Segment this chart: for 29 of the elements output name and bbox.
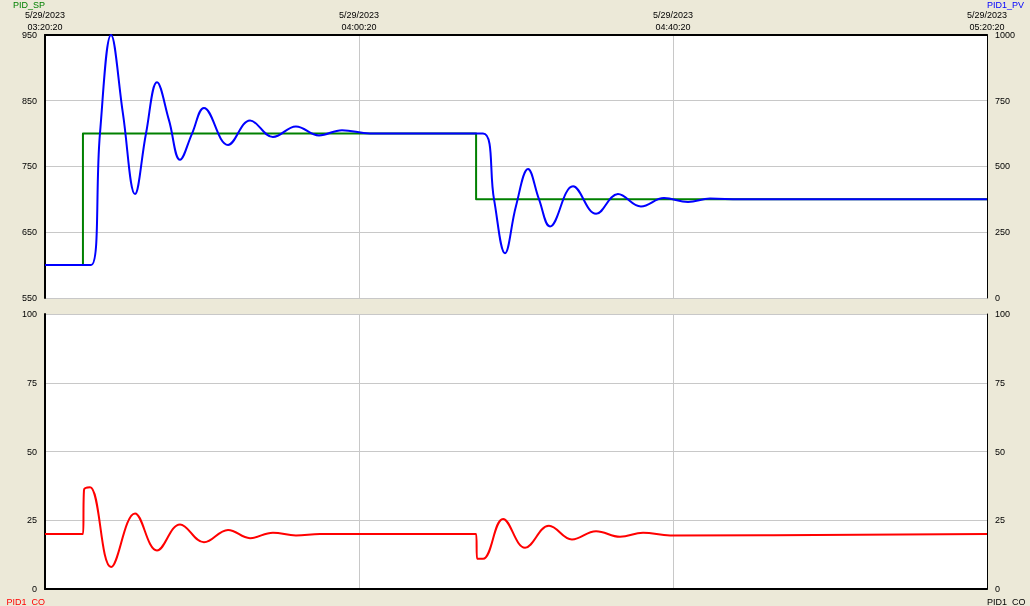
y-tick-label: 950: [21, 29, 37, 40]
line-series: [44, 486, 988, 568]
y-axis-title: PID1_CO: [6, 596, 45, 606]
y-tick-label: 650: [21, 227, 37, 238]
y-tick-label: 0: [31, 584, 37, 594]
x-tick-label: 5/29/2023 05:20:20: [966, 9, 1008, 32]
y2-axis-title: PID1_PV: [987, 0, 1025, 10]
y2-tick-label: 0: [995, 584, 1001, 594]
y2-tick-label: 250: [995, 227, 1011, 238]
y2-axis-title: PID1_CO: [987, 596, 1026, 606]
y-tick-label: 25: [26, 515, 37, 526]
y2-tick-label: 1000: [995, 29, 1016, 40]
x-tick-label: 5/29/2023 04:00:20: [338, 9, 380, 32]
y2-tick-label: 50: [995, 446, 1006, 457]
y2-tick-label: 100: [995, 309, 1011, 319]
y-tick-label: 100: [21, 309, 37, 319]
y2-tick-label: 25: [995, 515, 1006, 526]
x-tick-label: 5/29/2023 03:20:20: [24, 9, 66, 32]
y2-tick-label: 0: [995, 293, 1001, 303]
y-axis-title: PID_SP: [12, 0, 45, 10]
y2-tick-label: 500: [995, 161, 1011, 172]
y-tick-label: 50: [26, 446, 37, 457]
y-tick-label: 850: [21, 95, 37, 106]
y-tick-label: 75: [26, 377, 37, 388]
y2-tick-label: 750: [995, 95, 1011, 106]
y-tick-label: 750: [21, 161, 37, 172]
x-tick-label: 5/29/2023 04:40:20: [652, 9, 694, 32]
y2-tick-label: 75: [995, 377, 1006, 388]
y-tick-label: 550: [21, 293, 37, 303]
